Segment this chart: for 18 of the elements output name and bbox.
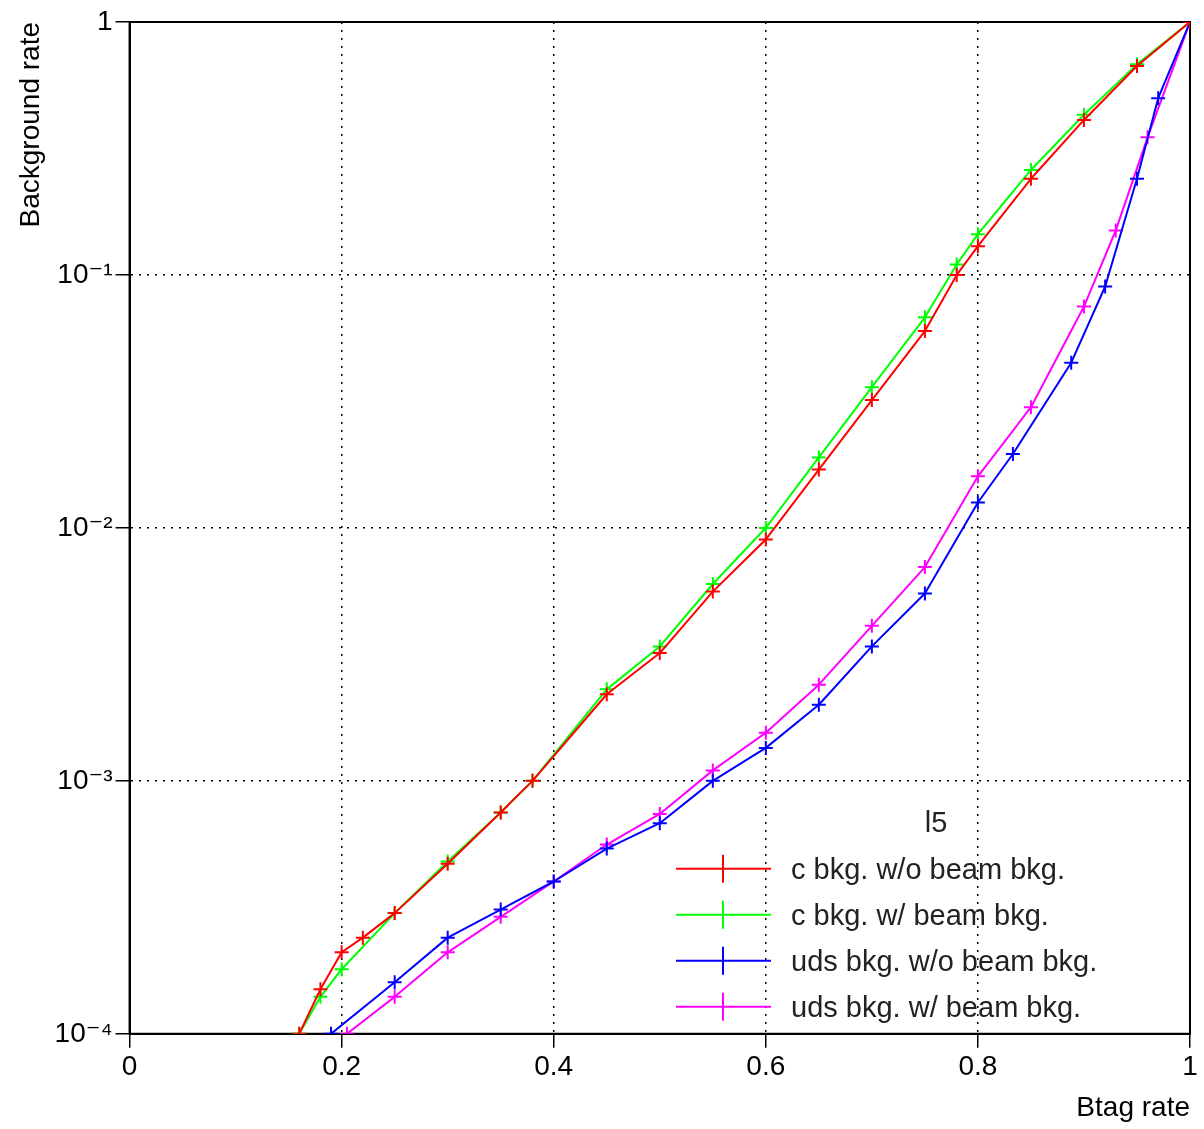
legend-label: uds bkg. w/o beam bkg. (791, 944, 1098, 977)
x-tick-label: 0.2 (322, 1050, 362, 1082)
y-tick-label: 10⁻³ (57, 763, 113, 795)
x-tick-label: 0.6 (746, 1050, 786, 1082)
y-axis-title: Background rate (13, 22, 45, 228)
legend-label: c bkg. w/o beam bkg. (791, 852, 1066, 885)
y-tick-label: 10⁻⁴ (54, 1016, 113, 1048)
y-tick-label: 1 (96, 4, 113, 36)
x-tick-label: 0 (121, 1050, 138, 1082)
x-tick-label: 0.4 (534, 1050, 574, 1082)
x-axis-title: Btag rate (1076, 1090, 1190, 1122)
legend-title: l5 (924, 805, 948, 838)
x-tick-label: 0.8 (958, 1050, 998, 1082)
y-tick-label: 10⁻² (57, 510, 113, 542)
legend-label: c bkg. w/ beam bkg. (791, 898, 1049, 931)
x-tick-label: 1 (1182, 1050, 1198, 1082)
legend-label: uds bkg. w/ beam bkg. (791, 990, 1082, 1023)
y-tick-label: 10⁻¹ (57, 257, 113, 289)
